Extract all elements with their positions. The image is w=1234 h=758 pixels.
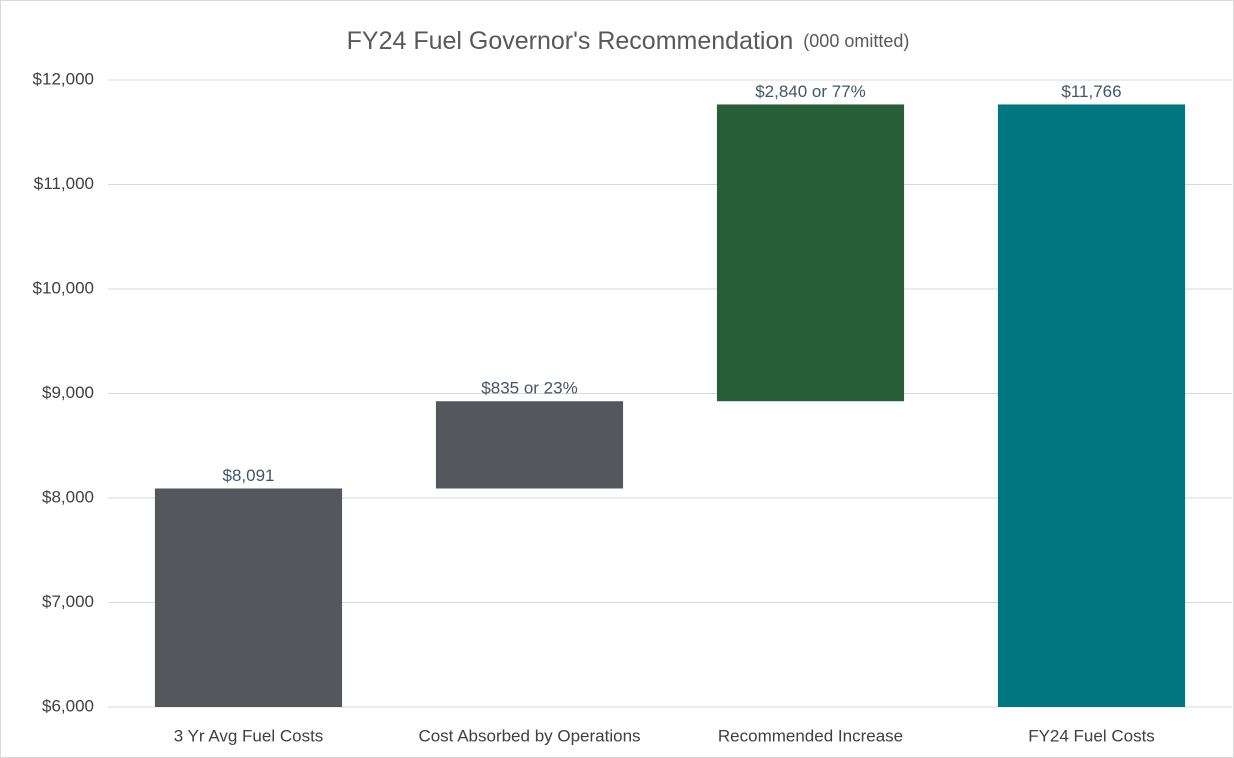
chart-subtitle: (000 omitted)	[803, 31, 909, 51]
x-tick-label: FY24 Fuel Costs	[1028, 726, 1155, 745]
value-label: $2,840 or 77%	[755, 82, 866, 101]
bar	[154, 488, 343, 707]
chart-heading: FY24 Fuel Governor's Recommendation (000 …	[347, 27, 910, 55]
value-label: $8,091	[223, 466, 275, 485]
x-tick-label: 3 Yr Avg Fuel Costs	[174, 726, 324, 745]
bar	[435, 401, 624, 489]
bar	[716, 104, 905, 402]
y-tick-label: $8,000	[42, 487, 94, 506]
x-tick-label: Cost Absorbed by Operations	[418, 726, 640, 745]
y-tick-label: $9,000	[42, 383, 94, 402]
y-tick-label: $11,000	[34, 174, 94, 193]
bar	[997, 104, 1186, 707]
y-tick-label: $12,000	[33, 69, 94, 88]
value-label: $11,766	[1061, 82, 1121, 101]
value-label: $835 or 23%	[481, 379, 577, 398]
chart-title: FY24 Fuel Governor's Recommendation	[347, 27, 794, 55]
y-tick-label: $10,000	[33, 278, 94, 297]
y-tick-label: $7,000	[42, 592, 94, 611]
y-tick-label: $6,000	[42, 696, 94, 715]
x-tick-label: Recommended Increase	[718, 726, 903, 745]
